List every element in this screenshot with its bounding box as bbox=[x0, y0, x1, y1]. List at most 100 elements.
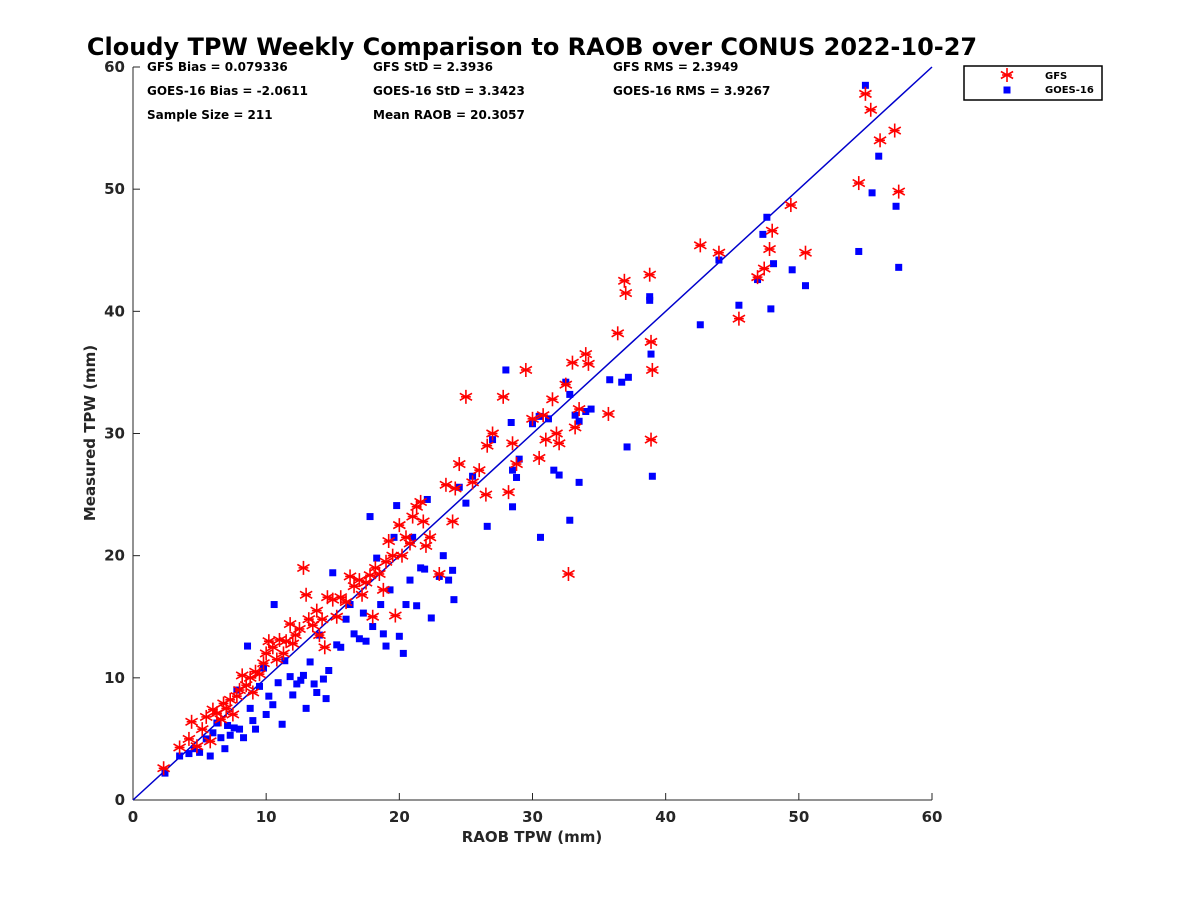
chart-title: Cloudy TPW Weekly Comparison to RAOB ove… bbox=[87, 33, 977, 61]
gfs-point bbox=[214, 712, 228, 727]
goes16-point bbox=[646, 296, 654, 304]
y-tick-label: 60 bbox=[104, 58, 125, 76]
goes16-point bbox=[413, 602, 421, 610]
gfs-point bbox=[693, 238, 707, 253]
gfs-point bbox=[182, 731, 196, 746]
gfs-point bbox=[712, 245, 726, 260]
gfs-point bbox=[858, 86, 872, 101]
gfs-point bbox=[253, 667, 266, 682]
goes16-point bbox=[587, 405, 595, 413]
gfs-point bbox=[355, 587, 369, 602]
goes16-point bbox=[206, 752, 214, 760]
goes16-point bbox=[269, 701, 277, 709]
gfs-point bbox=[157, 761, 171, 776]
goes16-point bbox=[582, 408, 590, 416]
legend-goes16-marker bbox=[1003, 86, 1011, 94]
legend-gfs-label: GFS bbox=[1045, 71, 1067, 82]
goes16-point bbox=[445, 576, 453, 584]
gfs-point bbox=[339, 595, 353, 610]
gfs-point bbox=[243, 670, 257, 685]
goes16-point bbox=[224, 721, 232, 729]
goes16-point bbox=[763, 213, 771, 221]
goes16-point bbox=[278, 720, 286, 728]
legend: GFS GOES-16 bbox=[963, 65, 1103, 101]
x-tick-label: 0 bbox=[128, 808, 138, 826]
goes16-point bbox=[513, 473, 521, 481]
goes16-point bbox=[575, 417, 583, 425]
gfs-point bbox=[549, 426, 563, 441]
gfs-point bbox=[406, 509, 420, 524]
y-tick-label: 50 bbox=[104, 180, 125, 198]
goes16-point bbox=[281, 657, 289, 665]
y-tick-label: 40 bbox=[104, 302, 125, 320]
goes16-point bbox=[449, 566, 457, 574]
goes16-point bbox=[236, 725, 244, 733]
gfs-point bbox=[519, 362, 533, 377]
goes16-point bbox=[696, 321, 704, 329]
gfs-legend-asterisk bbox=[1000, 68, 1014, 82]
goes16-point bbox=[450, 596, 458, 604]
gfs-point bbox=[414, 494, 428, 509]
goes16-point bbox=[801, 282, 809, 290]
goes16-point bbox=[895, 263, 903, 271]
gfs-point bbox=[310, 603, 324, 618]
goes16-point bbox=[535, 412, 543, 420]
gfs-point bbox=[645, 362, 659, 377]
gfs-point bbox=[432, 566, 446, 581]
goes16-point bbox=[855, 247, 863, 255]
gfs-point bbox=[601, 406, 615, 421]
goes16-point bbox=[217, 734, 225, 742]
gfs-point bbox=[257, 656, 270, 671]
goes16-point bbox=[306, 658, 314, 666]
gfs-point bbox=[376, 582, 390, 597]
goes16-point bbox=[767, 305, 775, 313]
gfs-point bbox=[466, 475, 480, 490]
goes16-point bbox=[302, 704, 310, 712]
goes16-point bbox=[399, 649, 407, 657]
gfs-point bbox=[619, 286, 633, 301]
goes16-point bbox=[313, 688, 321, 696]
goes16-point bbox=[366, 513, 374, 521]
gfs-point bbox=[536, 408, 550, 423]
y-tick-label: 0 bbox=[115, 791, 125, 809]
x-tick-label: 60 bbox=[922, 808, 943, 826]
gfs-point bbox=[852, 176, 866, 191]
goes16-point bbox=[359, 609, 367, 617]
goes16-point bbox=[270, 601, 278, 609]
goes16-point bbox=[555, 471, 563, 479]
goes16-point bbox=[566, 516, 574, 524]
gfs-point bbox=[395, 548, 409, 563]
goes16-point bbox=[875, 152, 883, 160]
goes16-point bbox=[455, 483, 463, 491]
gfs-point bbox=[416, 514, 430, 529]
goes16-point bbox=[319, 675, 327, 683]
goes16-point bbox=[647, 350, 655, 358]
gfs-point bbox=[403, 536, 417, 551]
gfs-point bbox=[299, 587, 313, 602]
gfs-point bbox=[185, 714, 199, 729]
gfs-point bbox=[246, 685, 260, 700]
goes16-point bbox=[337, 643, 345, 651]
gfs-point bbox=[315, 612, 329, 627]
gfs-point bbox=[617, 273, 631, 288]
goes16-point bbox=[536, 533, 544, 541]
goes16-point bbox=[355, 635, 363, 643]
goes16-point bbox=[322, 695, 330, 703]
gfs-point bbox=[643, 267, 657, 282]
goes16-point bbox=[509, 466, 517, 474]
gfs-point bbox=[579, 347, 593, 362]
goes16-point bbox=[379, 630, 387, 638]
goes16-point bbox=[421, 565, 429, 573]
goes16-point bbox=[483, 522, 491, 530]
gfs-point bbox=[372, 566, 386, 581]
goes16-point bbox=[624, 373, 632, 381]
goes16-point bbox=[571, 411, 579, 419]
gfs-point bbox=[318, 640, 332, 655]
stat-gfs-bias: GFS Bias = 0.079336 bbox=[147, 60, 288, 74]
gfs-point bbox=[270, 652, 284, 667]
ticks: 0 10 20 30 40 50 60 0 10 20 30 40 50 60 bbox=[104, 58, 942, 826]
stat-mean-raob: Mean RAOB = 20.3057 bbox=[373, 108, 525, 122]
goes16-point bbox=[333, 641, 341, 649]
gfs-point bbox=[446, 514, 460, 529]
